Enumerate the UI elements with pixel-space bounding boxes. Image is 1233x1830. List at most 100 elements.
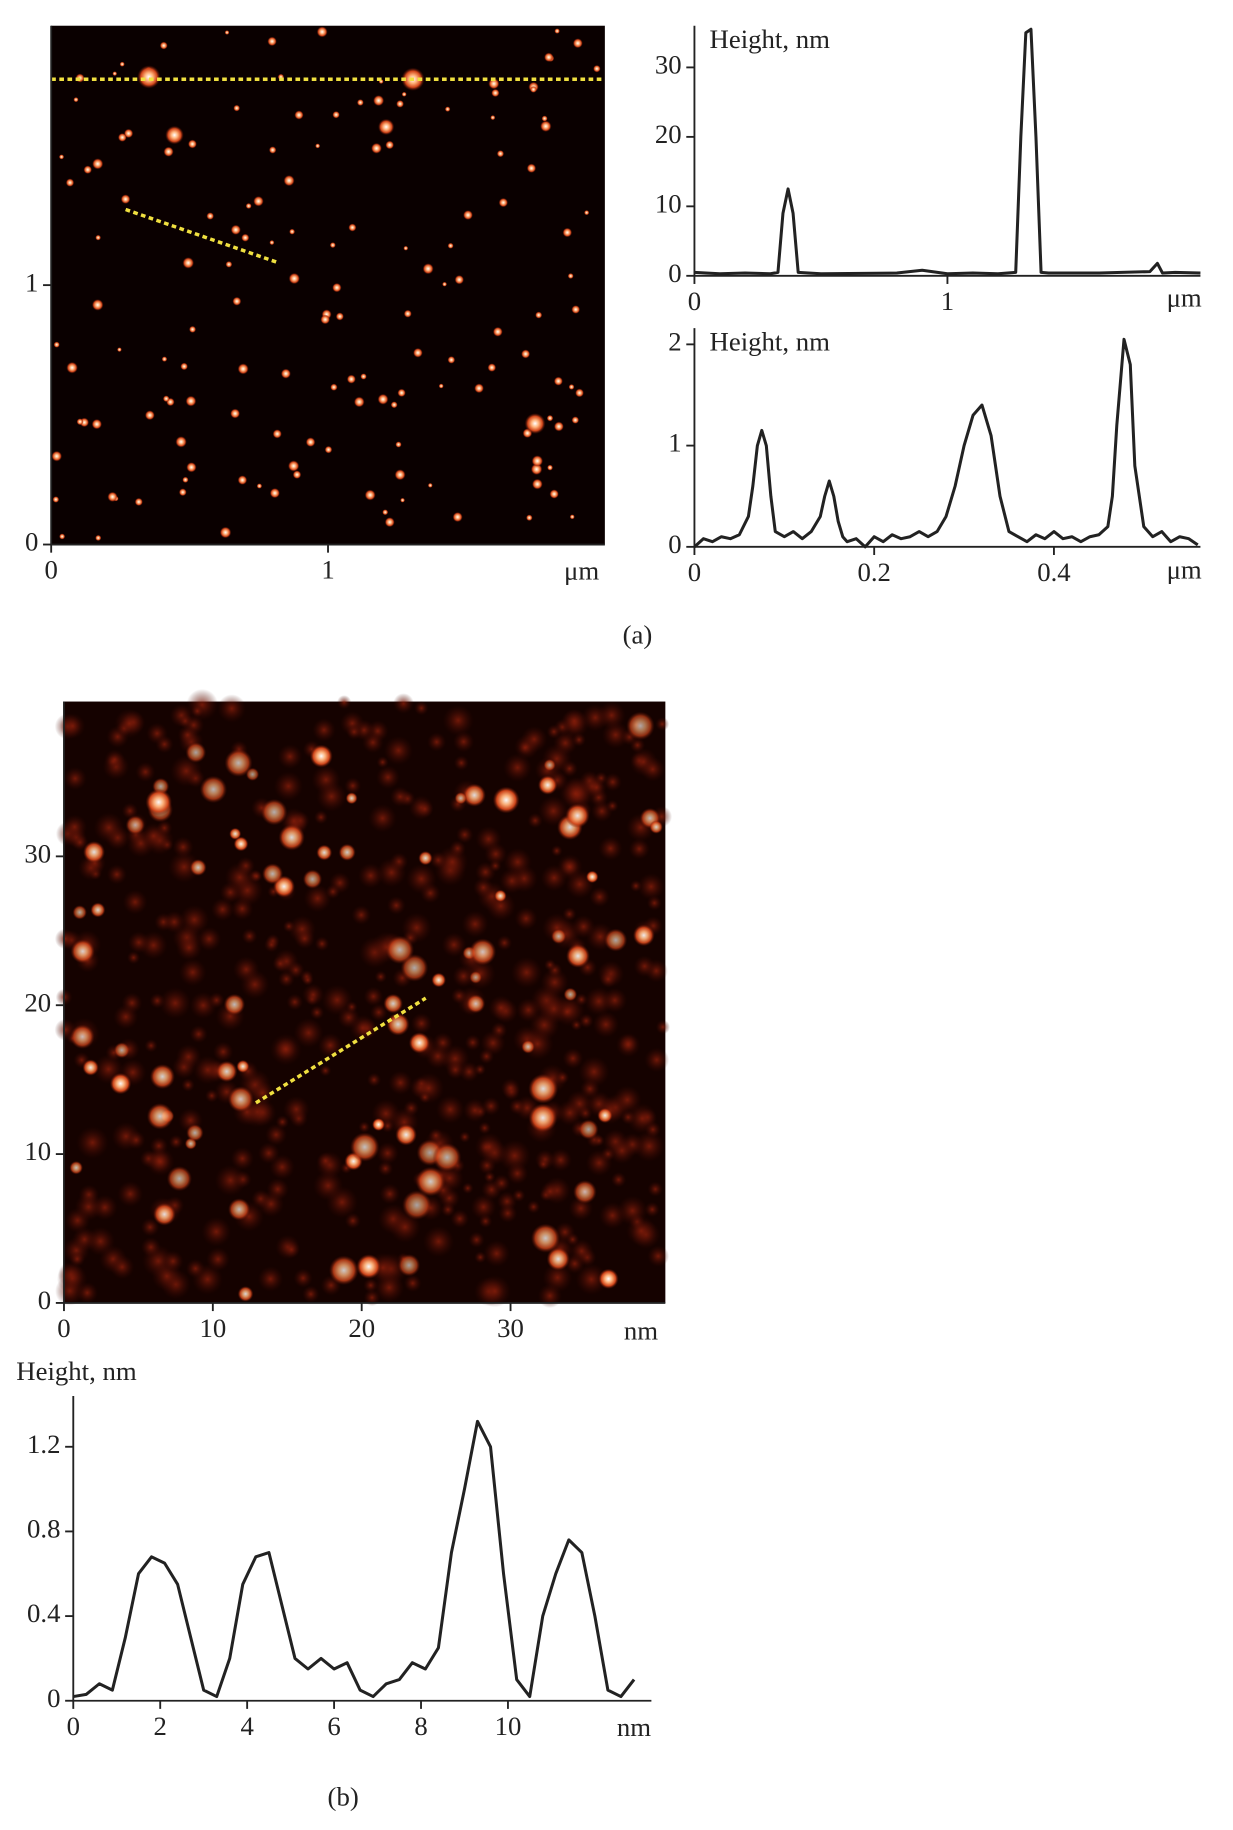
texture: [369, 1003, 388, 1022]
texture: [126, 951, 141, 965]
x-tick-label: 4: [240, 1711, 253, 1741]
particle: [353, 396, 365, 408]
particle: [378, 118, 395, 136]
texture: [230, 1146, 255, 1171]
y-tick-label: 10: [24, 1136, 51, 1166]
particle: [543, 758, 556, 772]
particle: [70, 939, 95, 964]
texture: [481, 1096, 501, 1116]
texture: [121, 802, 139, 820]
y-tick-label: 1: [25, 267, 38, 297]
particle: [403, 245, 409, 251]
particle: [447, 242, 454, 249]
particle: [531, 455, 544, 467]
texture: [453, 731, 475, 753]
texture: [314, 936, 330, 952]
particle: [346, 374, 356, 384]
particle: [569, 514, 575, 520]
particle: [571, 416, 580, 424]
texture: [559, 777, 592, 810]
particle: [316, 844, 333, 861]
particle: [165, 125, 184, 145]
particle: [578, 1119, 599, 1140]
texture: [282, 1240, 301, 1259]
particle: [185, 395, 197, 407]
texture: [321, 984, 353, 1016]
texture: [517, 740, 533, 755]
particle: [287, 460, 300, 472]
texture: [428, 1128, 444, 1144]
particle: [137, 65, 161, 89]
particle: [65, 178, 75, 187]
texture: [483, 1240, 511, 1267]
texture: [500, 1078, 521, 1098]
particle: [188, 325, 197, 333]
particle: [526, 514, 533, 522]
particle: [535, 311, 543, 319]
particle: [537, 775, 558, 795]
particle: [112, 71, 118, 76]
particle: [113, 1042, 130, 1059]
texture: [126, 1130, 146, 1150]
texture: [272, 955, 289, 972]
texture: [122, 889, 148, 915]
particle: [597, 1107, 613, 1124]
particle: [91, 299, 104, 311]
particle: [463, 210, 473, 220]
texture: [597, 701, 626, 730]
particle: [385, 140, 395, 150]
texture: [312, 1170, 344, 1201]
particle: [632, 924, 655, 947]
texture: [114, 708, 145, 739]
particle: [394, 469, 406, 481]
texture: [69, 1251, 85, 1267]
particle: [571, 305, 581, 314]
texture: [451, 987, 468, 1005]
particle: [462, 783, 486, 807]
particle: [302, 869, 323, 889]
particle: [521, 349, 531, 359]
particle: [269, 487, 280, 499]
texture: [416, 800, 434, 818]
particle: [444, 106, 451, 112]
particle: [553, 376, 563, 386]
texture: [492, 1174, 511, 1193]
particle: [324, 445, 333, 454]
texture: [62, 814, 88, 840]
particle: [219, 526, 232, 539]
particle: [76, 418, 84, 426]
texture: [414, 700, 429, 716]
texture: [363, 986, 384, 1007]
texture: [344, 1212, 361, 1229]
particle: [315, 143, 321, 149]
y-tick-label: 0: [25, 527, 38, 557]
particle: [82, 841, 106, 864]
particle: [107, 491, 118, 502]
particle: [649, 820, 664, 834]
particle: [51, 450, 63, 462]
texture: [445, 1060, 465, 1080]
texture: [598, 836, 623, 861]
particle: [178, 488, 187, 497]
texture: [655, 717, 670, 731]
particle: [524, 413, 546, 435]
x-tick-label: 1: [321, 555, 334, 585]
texture: [376, 1142, 399, 1165]
texture: [127, 931, 150, 954]
texture: [293, 1017, 324, 1048]
particle: [553, 421, 564, 432]
texture: [427, 732, 447, 752]
texture: [170, 754, 203, 787]
particle: [531, 478, 543, 490]
particle: [316, 26, 328, 38]
texture: [190, 704, 204, 718]
particle: [288, 272, 300, 285]
texture: [286, 993, 304, 1011]
particle: [95, 534, 102, 542]
texture: [435, 1095, 465, 1124]
texture: [316, 1152, 335, 1170]
y-tick-label: 20: [24, 987, 51, 1017]
texture: [168, 851, 201, 883]
texture: [376, 765, 400, 790]
